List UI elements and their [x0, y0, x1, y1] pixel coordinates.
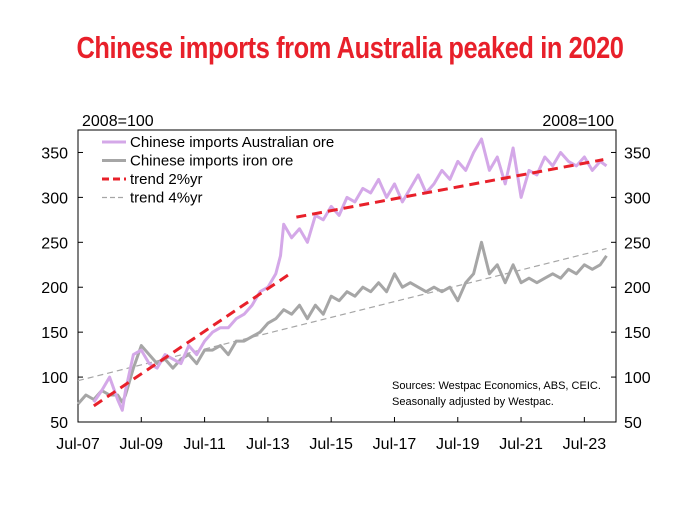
trend-line-3-0 [77, 248, 607, 382]
y-unit-right: 2008=100 [542, 113, 614, 130]
x-tick-label: Jul-09 [120, 436, 164, 453]
y-tick-left-label: 200 [41, 280, 68, 297]
legend-label-2: trend 2%yr [130, 171, 203, 188]
x-tick-label: Jul-17 [373, 436, 417, 453]
source-note: Sources: Westpac Economics, ABS, CEIC. [392, 380, 601, 392]
x-tick-label: Jul-11 [183, 436, 225, 453]
y-tick-right-label: 250 [624, 235, 651, 252]
adjustment-note: Seasonally adjusted by Westpac. [392, 396, 554, 408]
x-tick-label: Jul-07 [56, 436, 100, 453]
x-tick-label: Jul-15 [309, 436, 353, 453]
y-unit-left: 2008=100 [82, 113, 154, 130]
y-tick-left-label: 300 [41, 190, 68, 207]
y-tick-right-label: 200 [624, 280, 651, 297]
chart-title: Chinese imports from Australia peaked in… [76, 30, 624, 65]
y-tick-left-label: 350 [41, 145, 68, 162]
legend-label-0: Chinese imports Australian ore [130, 134, 334, 151]
x-tick-label: Jul-23 [563, 436, 607, 453]
y-tick-right-label: 50 [624, 415, 642, 432]
legend-label-1: Chinese imports iron ore [130, 153, 293, 170]
y-tick-right-label: 150 [624, 325, 651, 342]
y-tick-left-label: 250 [41, 235, 68, 252]
x-tick-label: Jul-19 [436, 436, 480, 453]
y-tick-left-label: 150 [41, 325, 68, 342]
x-tick-label: Jul-13 [246, 436, 290, 453]
series-line-0 [92, 137, 608, 412]
y-tick-left-label: 100 [41, 370, 68, 387]
y-tick-right-label: 300 [624, 190, 651, 207]
y-tick-right-label: 100 [624, 370, 651, 387]
trend-line-2-0 [92, 272, 291, 408]
y-tick-left-label: 50 [50, 415, 68, 432]
legend-label-3: trend 4%yr [130, 190, 203, 207]
y-tick-right-label: 350 [624, 145, 651, 162]
x-tick-label: Jul-21 [499, 436, 543, 453]
trend-line-2-1 [296, 158, 604, 219]
plot-frame [77, 129, 617, 423]
